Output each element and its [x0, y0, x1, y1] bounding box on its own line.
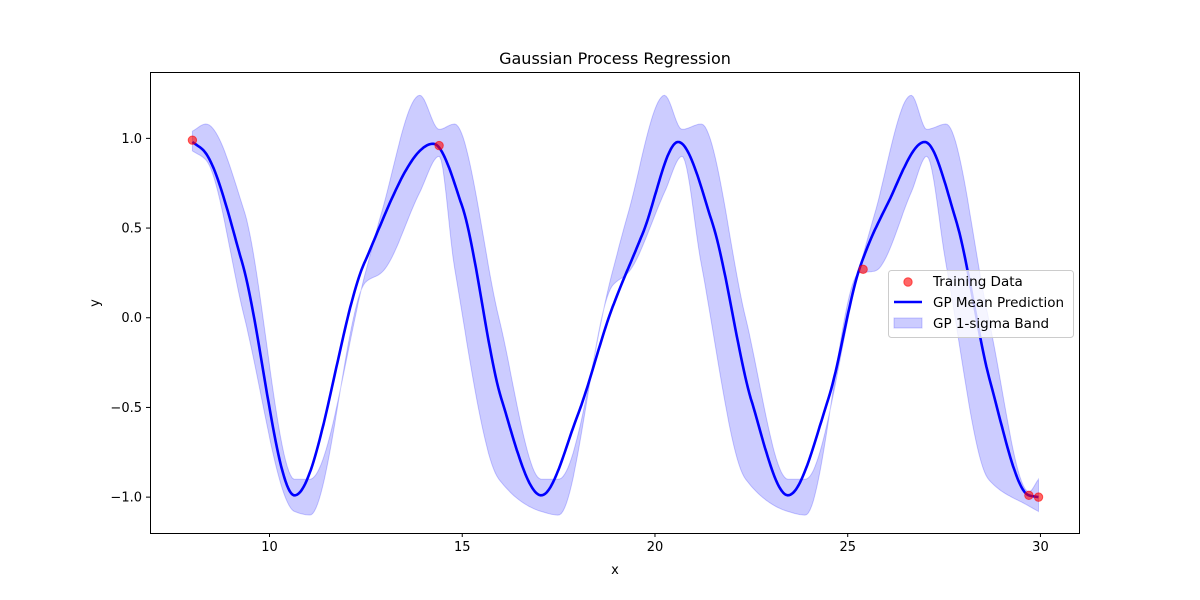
training-point: [858, 264, 868, 275]
training-point: [1024, 490, 1034, 501]
x-tick-label: 25: [839, 540, 856, 555]
plot-area: [187, 94, 1044, 516]
axes-frame: [150, 72, 1080, 534]
y-tick-label: −0.5: [110, 401, 142, 416]
legend-box: [888, 270, 1074, 338]
legend-swatch-training-data: [903, 277, 913, 287]
legend-label: Training Data: [932, 274, 1023, 290]
chart-title: Gaussian Process Regression: [499, 49, 731, 68]
training-point: [187, 135, 198, 145]
legend-label: GP Mean Prediction: [933, 295, 1064, 311]
mean-prediction-line: [191, 140, 1039, 499]
y-axis: −1.0 −0.5 0.0 0.5 1.0: [110, 132, 150, 506]
y-axis-label: y: [88, 299, 103, 307]
confidence-band: [191, 94, 1039, 516]
y-tick-label: 0.5: [121, 222, 142, 237]
y-tick-label: −1.0: [110, 491, 142, 506]
y-tick-label: 0.0: [121, 311, 142, 326]
training-point: [1033, 492, 1044, 502]
x-tick-label: 30: [1032, 540, 1049, 555]
legend-swatch-band: [893, 317, 923, 329]
x-tick-label: 20: [647, 540, 664, 555]
training-point: [434, 140, 444, 151]
legend-label: GP 1-sigma Band: [933, 316, 1049, 332]
y-tick-label: 1.0: [121, 132, 142, 147]
x-axis: 10 15 20 25 30: [261, 533, 1049, 555]
x-axis-label: x: [611, 563, 619, 578]
x-tick-label: 10: [261, 540, 278, 555]
legend: Training Data GP Mean Prediction GP 1-sigm…: [888, 270, 1074, 338]
x-tick-label: 15: [454, 540, 471, 555]
